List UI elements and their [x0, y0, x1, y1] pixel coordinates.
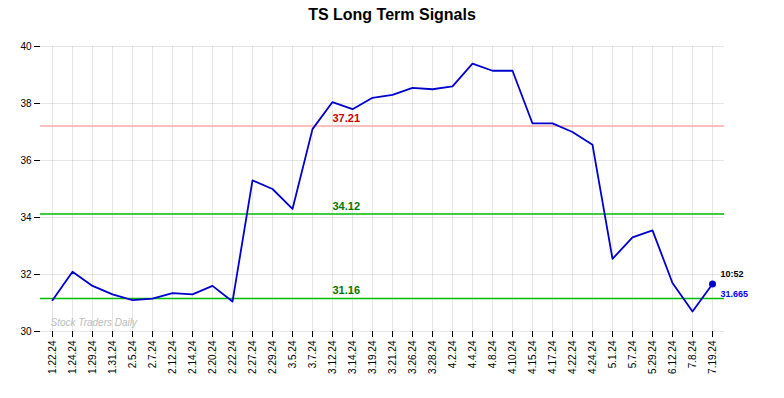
svg-text:4.22.24: 4.22.24: [567, 340, 578, 374]
svg-text:2.12.24: 2.12.24: [167, 340, 178, 374]
svg-text:2.14.24: 2.14.24: [187, 340, 198, 374]
svg-text:2.27.24: 2.27.24: [247, 340, 258, 374]
svg-text:34.12: 34.12: [333, 200, 361, 212]
svg-text:1.31.24: 1.31.24: [107, 340, 118, 374]
html-text:TS Long Term Signals: TS Long Term Signals: [308, 6, 476, 23]
svg-text:Stock Traders Daily: Stock Traders Daily: [51, 317, 139, 328]
svg-text:5.7.24: 5.7.24: [627, 340, 638, 368]
svg-text:4.10.24: 4.10.24: [507, 340, 518, 374]
svg-text:4.2.24: 4.2.24: [447, 340, 458, 368]
svg-text:3.21.24: 3.21.24: [387, 340, 398, 374]
svg-text:3.12.24: 3.12.24: [327, 340, 338, 374]
svg-text:4.4.24: 4.4.24: [467, 340, 478, 368]
svg-text:4.8.24: 4.8.24: [487, 340, 498, 368]
svg-text:38: 38: [20, 98, 32, 109]
svg-text:6.12.24: 6.12.24: [667, 340, 678, 374]
svg-text:4.24.24: 4.24.24: [587, 340, 598, 374]
svg-text:7.19.24: 7.19.24: [707, 340, 718, 374]
svg-text:36: 36: [20, 155, 32, 166]
svg-text:2.22.24: 2.22.24: [227, 340, 238, 374]
svg-text:37.21: 37.21: [333, 112, 361, 124]
svg-text:10:52: 10:52: [721, 269, 744, 279]
svg-text:4.15.24: 4.15.24: [527, 340, 538, 374]
svg-text:31.665: 31.665: [721, 289, 749, 299]
svg-text:2.29.24: 2.29.24: [267, 340, 278, 374]
svg-text:34: 34: [20, 212, 32, 223]
svg-text:1.22.24: 1.22.24: [47, 340, 58, 374]
svg-text:31.16: 31.16: [333, 284, 361, 296]
svg-text:4.17.24: 4.17.24: [547, 340, 558, 374]
svg-text:3.7.24: 3.7.24: [307, 340, 318, 368]
svg-text:30: 30: [20, 326, 32, 337]
svg-text:3.14.24: 3.14.24: [347, 340, 358, 374]
svg-text:3.5.24: 3.5.24: [287, 340, 298, 368]
svg-text:5.1.24: 5.1.24: [607, 340, 618, 368]
svg-text:3.26.24: 3.26.24: [407, 340, 418, 374]
svg-text:2.20.24: 2.20.24: [207, 340, 218, 374]
svg-text:2.5.24: 2.5.24: [127, 340, 138, 368]
svg-text:40: 40: [20, 41, 32, 52]
svg-text:7.8.24: 7.8.24: [687, 340, 698, 368]
svg-text:1.24.24: 1.24.24: [67, 340, 78, 374]
svg-text:1.29.24: 1.29.24: [87, 340, 98, 374]
svg-text:5.29.24: 5.29.24: [647, 340, 658, 374]
svg-text:2.7.24: 2.7.24: [147, 340, 158, 368]
svg-text:3.28.24: 3.28.24: [427, 340, 438, 374]
svg-text:32: 32: [20, 269, 32, 280]
svg-text:3.19.24: 3.19.24: [367, 340, 378, 374]
